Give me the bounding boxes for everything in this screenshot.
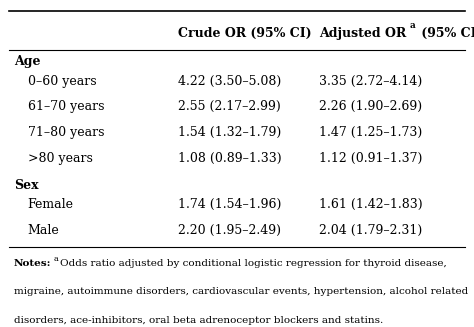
Text: Adjusted OR: Adjusted OR [319,27,406,40]
Text: 2.04 (1.79–2.31): 2.04 (1.79–2.31) [319,224,422,237]
Text: 1.74 (1.54–1.96): 1.74 (1.54–1.96) [178,198,281,211]
Text: 2.55 (2.17–2.99): 2.55 (2.17–2.99) [178,100,281,113]
Text: Notes:: Notes: [14,259,52,268]
Text: 1.12 (0.91–1.37): 1.12 (0.91–1.37) [319,152,422,165]
Text: 3.35 (2.72–4.14): 3.35 (2.72–4.14) [319,75,422,88]
Text: Age: Age [14,55,41,68]
Text: a: a [410,21,416,30]
Text: a: a [54,255,59,263]
Text: disorders, ace-inhibitors, oral beta adrenoceptor blockers and statins.: disorders, ace-inhibitors, oral beta adr… [14,316,383,325]
Text: >80 years: >80 years [27,152,92,165]
Text: migraine, autoimmune disorders, cardiovascular events, hypertension, alcohol rel: migraine, autoimmune disorders, cardiova… [14,287,468,297]
Text: 1.08 (0.89–1.33): 1.08 (0.89–1.33) [178,152,282,165]
Text: Male: Male [27,224,59,237]
Text: 1.61 (1.42–1.83): 1.61 (1.42–1.83) [319,198,422,211]
Text: (95% CI): (95% CI) [417,27,474,40]
Text: Female: Female [27,198,73,211]
Text: 1.54 (1.32–1.79): 1.54 (1.32–1.79) [178,126,281,139]
Text: 0–60 years: 0–60 years [27,75,96,88]
Text: Sex: Sex [14,179,39,192]
Text: 4.22 (3.50–5.08): 4.22 (3.50–5.08) [178,75,281,88]
Text: Crude OR (95% CI): Crude OR (95% CI) [178,27,311,40]
Text: 71–80 years: 71–80 years [27,126,104,139]
Text: 1.47 (1.25–1.73): 1.47 (1.25–1.73) [319,126,422,139]
Text: Odds ratio adjusted by conditional logistic regression for thyroid disease,: Odds ratio adjusted by conditional logis… [60,259,447,268]
Text: 2.26 (1.90–2.69): 2.26 (1.90–2.69) [319,100,422,113]
Text: 2.20 (1.95–2.49): 2.20 (1.95–2.49) [178,224,281,237]
Text: 61–70 years: 61–70 years [27,100,104,113]
